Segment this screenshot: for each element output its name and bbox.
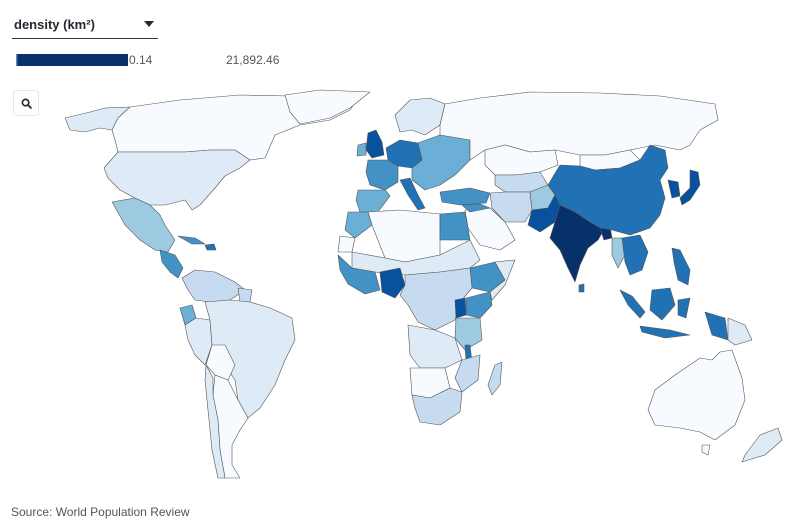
caret-down-icon [144, 21, 154, 27]
region-iran[interactable] [489, 191, 533, 223]
source-caption: Source: World Population Review [11, 505, 190, 519]
region-japan[interactable] [679, 169, 701, 206]
region-france[interactable] [365, 159, 399, 191]
region-tanzania[interactable] [454, 317, 483, 351]
region-haiti[interactable] [204, 243, 217, 251]
region-angola-zambia[interactable] [407, 324, 463, 369]
region-kazakhstan[interactable] [484, 144, 559, 176]
region-uganda-rwanda[interactable] [454, 297, 467, 319]
region-australia[interactable] [647, 349, 746, 441]
region-morocco[interactable] [344, 211, 373, 239]
region-italy[interactable] [399, 177, 426, 211]
region-western-sahara[interactable] [337, 235, 356, 253]
region-colombia-venezuela[interactable] [181, 269, 246, 303]
region-mexico[interactable] [111, 197, 176, 253]
region-south-africa[interactable] [411, 387, 463, 426]
region-indonesia-sumatra[interactable] [619, 289, 646, 319]
region-borneo[interactable] [649, 287, 676, 321]
color-legend: 0.14 21,892.46 [16, 53, 316, 67]
region-tasmania[interactable] [701, 444, 711, 456]
region-ireland[interactable] [356, 142, 367, 157]
legend-min-value: 0.14 [129, 53, 153, 67]
region-mozambique[interactable] [454, 354, 481, 393]
region-algeria-libya[interactable] [367, 209, 441, 263]
region-chile[interactable] [204, 364, 226, 479]
region-levant[interactable] [461, 203, 491, 213]
region-china[interactable] [547, 144, 669, 236]
region-indonesia-java[interactable] [639, 325, 691, 339]
region-papua-new-guinea[interactable] [727, 317, 753, 346]
region-korea[interactable] [667, 179, 681, 199]
region-turkey[interactable] [439, 187, 491, 206]
region-papua-indonesia[interactable] [704, 311, 729, 341]
region-russia[interactable] [439, 91, 719, 161]
region-guianas[interactable] [237, 287, 253, 303]
region-united-kingdom[interactable] [365, 129, 385, 159]
region-saudi-arabia[interactable] [464, 207, 516, 251]
region-eastern-europe[interactable] [411, 134, 471, 191]
region-greenland[interactable] [284, 89, 371, 125]
choropleth-map[interactable] [0, 85, 796, 485]
region-central-africa[interactable] [399, 267, 473, 331]
region-iberia[interactable] [355, 189, 391, 213]
region-scandinavia[interactable] [394, 97, 446, 136]
region-nigeria[interactable] [379, 267, 406, 299]
region-myanmar[interactable] [611, 237, 626, 269]
region-cuba[interactable] [177, 235, 206, 245]
region-peru[interactable] [184, 317, 213, 366]
region-central-america[interactable] [159, 249, 184, 279]
region-egypt[interactable] [439, 211, 471, 241]
region-usa[interactable] [103, 149, 251, 211]
region-kenya[interactable] [465, 291, 493, 319]
region-west-africa[interactable] [337, 254, 381, 295]
region-sri-lanka[interactable] [578, 283, 585, 293]
region-madagascar[interactable] [487, 361, 503, 396]
region-philippines[interactable] [671, 247, 691, 286]
region-new-zealand[interactable] [741, 427, 783, 463]
zoom-button[interactable] [13, 90, 39, 116]
metric-selector[interactable]: density (km²) [12, 10, 158, 39]
search-icon [21, 98, 32, 109]
metric-selector-label: density (km²) [14, 16, 95, 32]
region-indochina[interactable] [621, 234, 649, 276]
region-horn[interactable] [489, 259, 516, 301]
legend-gradient-bar [16, 54, 128, 66]
legend-max-value: 21,892.46 [226, 53, 280, 67]
region-sulawesi[interactable] [677, 297, 691, 319]
